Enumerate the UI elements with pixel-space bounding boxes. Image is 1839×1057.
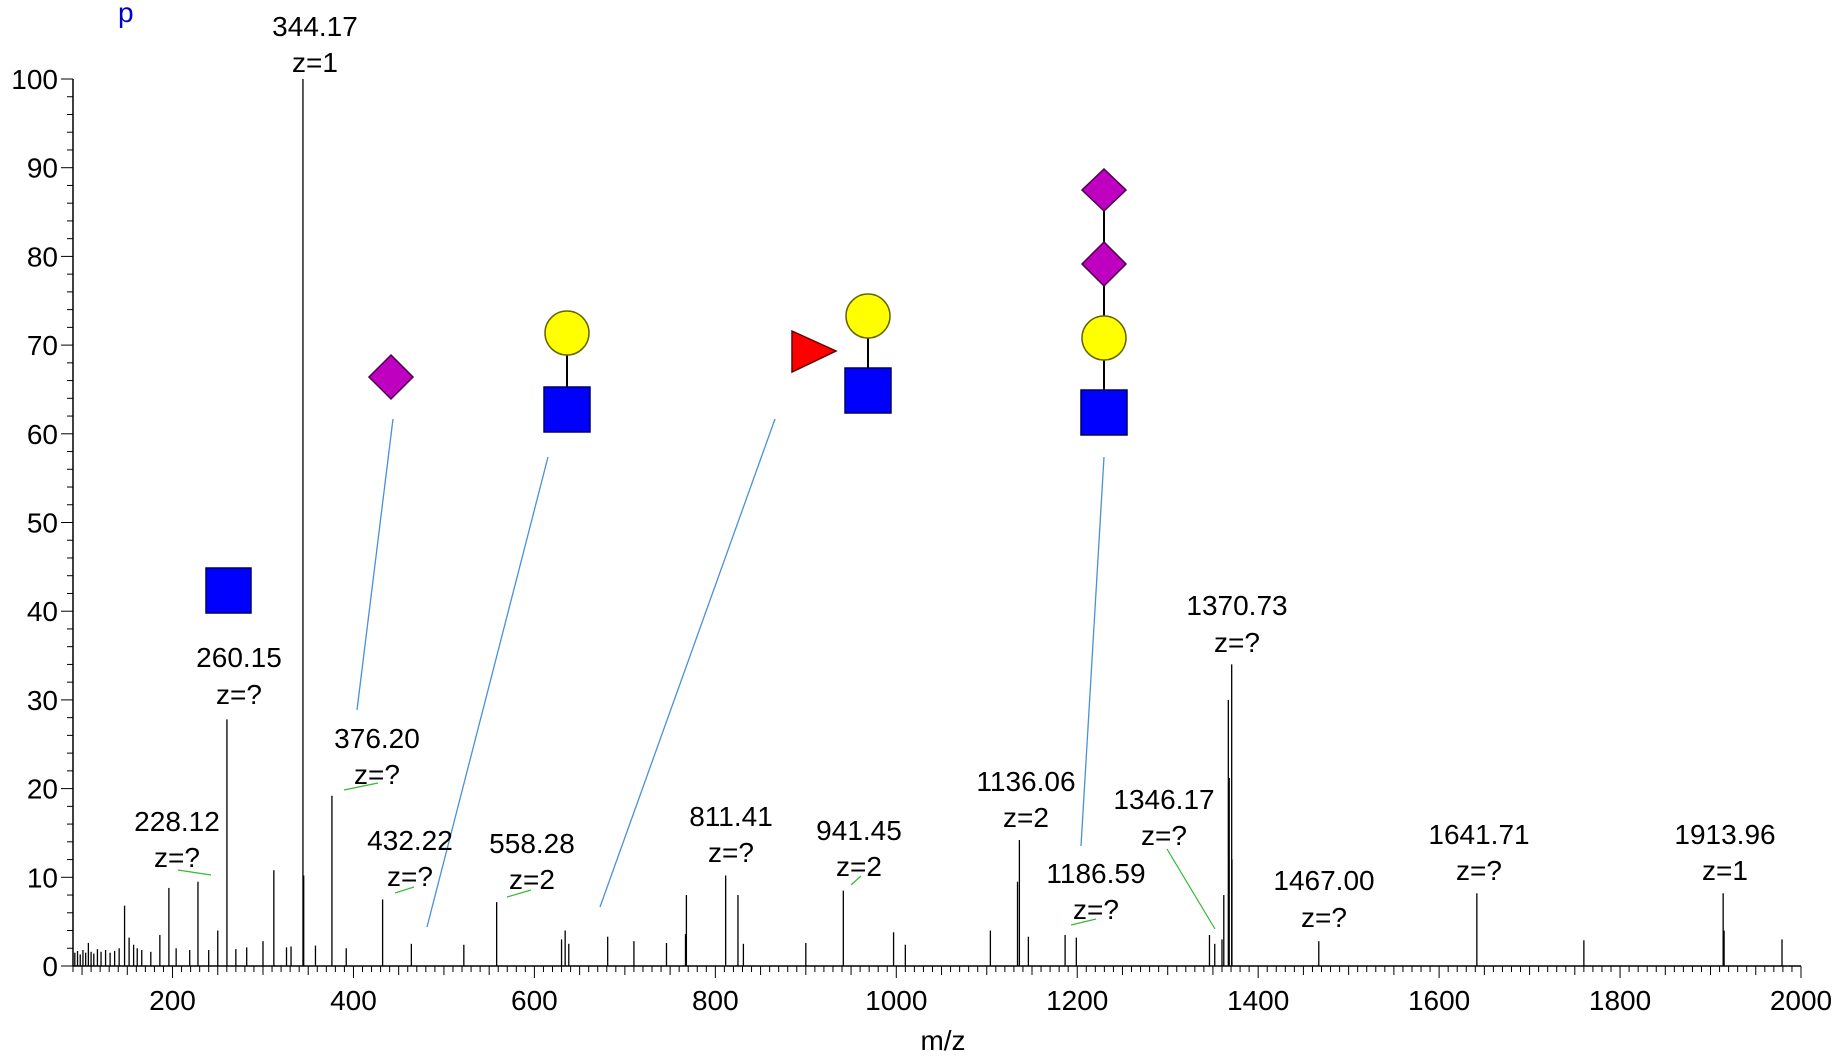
glycan-callout-lines [356, 418, 1105, 928]
peak-label-mz: 344.17 [272, 11, 358, 42]
y-tick-label: 70 [27, 330, 58, 361]
y-tick-label: 10 [27, 862, 58, 893]
peak-label-mz: 376.20 [334, 723, 420, 754]
peak-label-charge: z=? [708, 837, 754, 868]
leader-line-432 [394, 886, 415, 894]
x-tick-label: 800 [692, 985, 739, 1016]
peak-label-mz: 1641.71 [1428, 819, 1529, 850]
x-tick-label: 400 [330, 985, 377, 1016]
peak-label-charge: z=? [387, 861, 433, 892]
hex-circle-icon [1081, 315, 1127, 361]
peak-label-mz: 228.12 [134, 806, 220, 837]
x-tick-label: 1600 [1408, 985, 1470, 1016]
neuac-diamond-icon [367, 353, 415, 401]
callout-line-neuac2-hex-hexnac [1080, 456, 1105, 847]
peak-label-mz: 1467.00 [1273, 865, 1374, 896]
hexnac-square-icon [1080, 389, 1128, 436]
peak-label-mz: 1913.96 [1674, 819, 1775, 850]
y-tick-label: 80 [27, 241, 58, 272]
leader-line-1186 [1070, 918, 1097, 926]
peak-label-mz: 941.45 [816, 815, 902, 846]
glycan-fuc-hex-hexnac [791, 293, 892, 414]
x-tick-label: 200 [149, 985, 196, 1016]
callout-line-fuc-hexhexnac [599, 418, 776, 908]
peak-label-mz: 558.28 [489, 828, 575, 859]
peak-label-charge: z=? [154, 842, 200, 873]
peak-label-charge: z=? [1141, 820, 1187, 851]
peak-label-mz: 811.41 [689, 801, 773, 832]
peak-label-charge: z=1 [1702, 855, 1748, 886]
label-leaders [177, 782, 1216, 930]
peak-label-mz: 432.22 [367, 825, 453, 856]
hexnac-square-icon [844, 367, 892, 414]
axes: 0 10 20 30 40 50 60 70 80 90 100 200 400 600 800 1000 1… [11, 64, 1832, 1016]
x-tick-label: 1000 [865, 985, 927, 1016]
y-tick-label: 40 [27, 596, 58, 627]
fucose-triangle-icon [791, 329, 838, 374]
peak-label-mz: 1346.17 [1113, 784, 1214, 815]
y-tick-label: 100 [11, 64, 58, 95]
neuac-diamond-icon [1080, 240, 1128, 288]
peak-label-charge: z=? [1301, 902, 1347, 933]
leader-line-376 [343, 782, 379, 791]
x-ticks: 200 400 600 800 1000 1200 1400 1600 1800 2000 [72, 966, 1832, 1016]
hex-circle-icon [544, 310, 590, 356]
peak-label-charge: z=? [354, 759, 400, 790]
peak-label-mz: 1370.73 [1186, 590, 1287, 621]
corner-label: p [118, 0, 134, 28]
glycan-hex-hexnac [543, 310, 591, 433]
peak-labels: 344.17 z=1 260.15 z=? 228.12 z=? 376.20 … [134, 11, 1775, 933]
peak-label-charge: z=? [1073, 894, 1119, 925]
y-tick-label: 0 [42, 951, 58, 982]
peak-label-charge: z=2 [836, 851, 882, 882]
peak-label-charge: z=2 [1003, 802, 1049, 833]
x-tick-label: 1200 [1046, 985, 1108, 1016]
peak-label-mz: 1186.59 [1046, 858, 1145, 889]
leader-line-1346 [1166, 848, 1216, 930]
glycan-neuac2-hex-hexnac [1080, 167, 1128, 436]
y-ticks: 0 10 20 30 40 50 60 70 80 90 100 [11, 64, 73, 982]
y-tick-label: 90 [27, 153, 58, 184]
glycan-structures [205, 167, 1128, 614]
peak-label-charge: z=? [216, 679, 262, 710]
x-tick-label: 600 [511, 985, 558, 1016]
peaks [74, 79, 1783, 966]
hexnac-square-icon [205, 567, 252, 614]
hexnac-square-icon [543, 386, 591, 433]
leader-line-228 [177, 869, 212, 876]
peak-label-charge: z=1 [292, 47, 338, 78]
neuac-diamond-icon [1080, 167, 1128, 213]
peak-label-charge: z=? [1456, 855, 1502, 886]
peak-label-mz: 260.15 [196, 642, 282, 673]
callout-line-hexhexnac [426, 456, 549, 928]
x-tick-label: 1800 [1589, 985, 1651, 1016]
callout-line-neuac [356, 418, 394, 711]
y-tick-label: 20 [27, 774, 58, 805]
peak-label-charge: z=2 [509, 864, 555, 895]
x-tick-label: 1400 [1227, 985, 1289, 1016]
hex-circle-icon [845, 293, 891, 339]
leader-line-941 [850, 875, 862, 886]
y-tick-label: 50 [27, 508, 58, 539]
x-axis-title: m/z [920, 1025, 965, 1056]
leader-line-558 [506, 889, 532, 898]
y-tick-label: 60 [27, 419, 58, 450]
x-tick-label: 2000 [1770, 985, 1832, 1016]
peak-label-mz: 1136.06 [976, 766, 1075, 797]
peak-label-charge: z=? [1214, 627, 1260, 658]
y-tick-label: 30 [27, 685, 58, 716]
